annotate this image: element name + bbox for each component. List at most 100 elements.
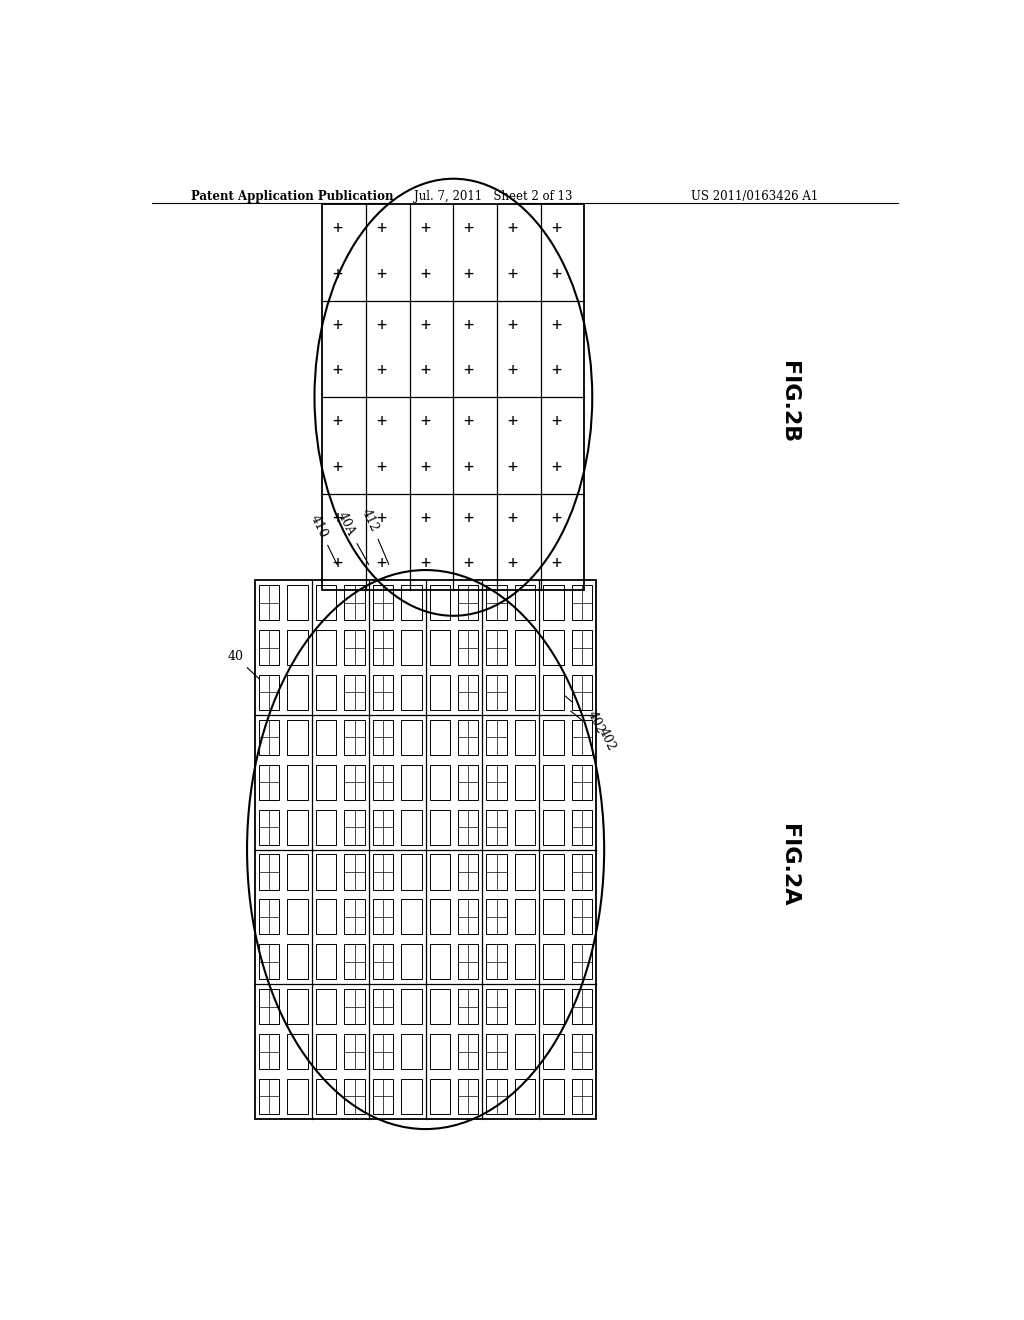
Bar: [288, 809, 308, 845]
Bar: [458, 854, 478, 890]
Bar: [344, 944, 365, 979]
Bar: [373, 585, 393, 620]
Bar: [288, 944, 308, 979]
Text: +: +: [507, 554, 517, 573]
Bar: [259, 1078, 280, 1114]
Bar: [486, 675, 507, 710]
Bar: [288, 899, 308, 935]
Bar: [486, 854, 507, 890]
Bar: [486, 1078, 507, 1114]
Bar: [430, 989, 451, 1024]
Bar: [571, 1034, 592, 1069]
Text: +: +: [333, 264, 343, 282]
Bar: [544, 899, 564, 935]
Text: +: +: [551, 510, 561, 527]
Bar: [544, 854, 564, 890]
Text: +: +: [507, 264, 517, 282]
Bar: [288, 1034, 308, 1069]
Bar: [486, 944, 507, 979]
Text: +: +: [551, 458, 561, 475]
Bar: [315, 809, 336, 845]
Bar: [430, 675, 451, 710]
Text: +: +: [333, 458, 343, 475]
Bar: [544, 630, 564, 665]
Text: +: +: [377, 362, 386, 379]
Text: +: +: [333, 315, 343, 334]
Bar: [571, 899, 592, 935]
Text: +: +: [551, 412, 561, 430]
Bar: [315, 1078, 336, 1114]
Bar: [544, 675, 564, 710]
Text: +: +: [420, 458, 430, 475]
Bar: [344, 989, 365, 1024]
Text: 40: 40: [274, 582, 329, 627]
Bar: [401, 675, 422, 710]
Bar: [458, 764, 478, 800]
Text: 402: 402: [438, 591, 472, 652]
Bar: [373, 1078, 393, 1114]
Text: +: +: [464, 412, 474, 430]
Text: +: +: [333, 362, 343, 379]
Bar: [344, 809, 365, 845]
Bar: [344, 675, 365, 710]
Bar: [544, 1034, 564, 1069]
Bar: [515, 1034, 536, 1069]
Text: +: +: [464, 510, 474, 527]
Bar: [544, 944, 564, 979]
Bar: [515, 630, 536, 665]
Bar: [458, 630, 478, 665]
Bar: [344, 1034, 365, 1069]
Bar: [458, 1078, 478, 1114]
Text: +: +: [333, 412, 343, 430]
Bar: [401, 854, 422, 890]
Bar: [259, 585, 280, 620]
Bar: [515, 719, 536, 755]
Bar: [515, 764, 536, 800]
Bar: [515, 989, 536, 1024]
Text: 410: 410: [332, 591, 353, 647]
Text: +: +: [377, 264, 386, 282]
Bar: [515, 585, 536, 620]
Bar: [430, 585, 451, 620]
Bar: [401, 630, 422, 665]
Bar: [430, 1078, 451, 1114]
Bar: [259, 899, 280, 935]
Bar: [259, 1034, 280, 1069]
Bar: [401, 944, 422, 979]
Text: 402: 402: [570, 711, 617, 754]
Bar: [315, 899, 336, 935]
Text: +: +: [464, 315, 474, 334]
Bar: [571, 719, 592, 755]
Bar: [315, 675, 336, 710]
Bar: [373, 899, 393, 935]
Text: +: +: [551, 264, 561, 282]
Bar: [344, 585, 365, 620]
Text: +: +: [551, 315, 561, 334]
Bar: [401, 989, 422, 1024]
Text: Patent Application Publication: Patent Application Publication: [191, 190, 394, 202]
Bar: [401, 585, 422, 620]
Bar: [544, 719, 564, 755]
Text: +: +: [507, 219, 517, 238]
Bar: [401, 899, 422, 935]
Bar: [373, 989, 393, 1024]
Text: 410: 410: [307, 512, 337, 565]
Bar: [401, 809, 422, 845]
Text: +: +: [551, 219, 561, 238]
Bar: [259, 989, 280, 1024]
Bar: [458, 944, 478, 979]
Text: +: +: [464, 219, 474, 238]
Bar: [571, 764, 592, 800]
Bar: [486, 630, 507, 665]
Text: US 2011/0163426 A1: US 2011/0163426 A1: [691, 190, 818, 202]
Bar: [458, 1034, 478, 1069]
Bar: [430, 719, 451, 755]
Bar: [544, 989, 564, 1024]
Text: +: +: [333, 219, 343, 238]
Bar: [430, 809, 451, 845]
Bar: [486, 809, 507, 845]
Bar: [259, 719, 280, 755]
Text: +: +: [551, 554, 561, 573]
Bar: [544, 764, 564, 800]
Text: +: +: [551, 362, 561, 379]
